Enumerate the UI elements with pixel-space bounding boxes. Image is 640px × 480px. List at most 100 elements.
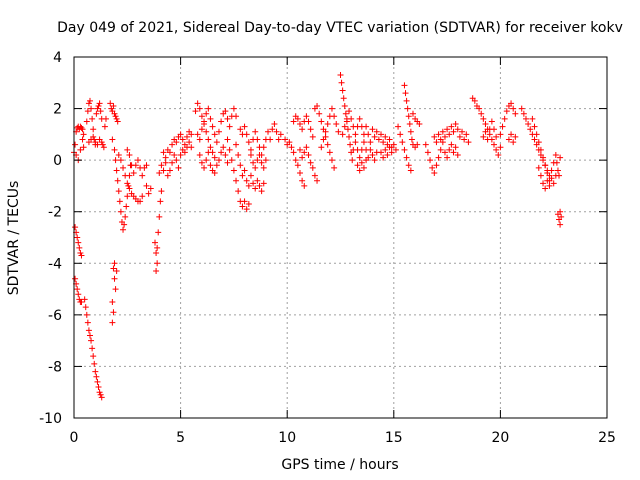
data-point xyxy=(207,144,214,151)
data-point xyxy=(320,136,327,143)
data-point xyxy=(74,286,81,293)
data-point xyxy=(454,126,461,133)
data-point xyxy=(207,115,214,122)
data-point xyxy=(406,121,413,128)
data-point xyxy=(83,311,90,318)
data-point xyxy=(365,131,372,138)
data-point xyxy=(446,131,453,138)
data-point xyxy=(256,151,263,158)
data-point xyxy=(260,180,267,187)
data-point xyxy=(331,164,338,171)
x-tick-label: 25 xyxy=(598,430,616,446)
data-point xyxy=(112,286,119,293)
data-point xyxy=(341,123,348,130)
data-point xyxy=(371,157,378,164)
data-point xyxy=(446,146,453,153)
data-point xyxy=(367,146,374,153)
data-point xyxy=(307,126,314,133)
data-point xyxy=(196,105,203,112)
data-point xyxy=(277,131,284,138)
data-point xyxy=(503,108,510,115)
data-point xyxy=(111,110,118,117)
data-point xyxy=(205,149,212,156)
data-point xyxy=(402,90,409,97)
data-point xyxy=(243,206,250,213)
data-point xyxy=(88,337,95,344)
data-point xyxy=(233,141,240,148)
data-point xyxy=(156,170,163,177)
data-point xyxy=(218,149,225,156)
data-point xyxy=(371,133,378,140)
data-point xyxy=(356,167,363,174)
data-point xyxy=(155,229,162,236)
data-point xyxy=(303,144,310,151)
data-point xyxy=(115,188,122,195)
data-point xyxy=(299,177,306,184)
data-point xyxy=(177,131,184,138)
data-point xyxy=(405,162,412,169)
data-point xyxy=(294,162,301,169)
data-point xyxy=(75,239,82,246)
data-point xyxy=(363,123,370,130)
data-point xyxy=(556,172,563,179)
data-point xyxy=(347,141,354,148)
data-point xyxy=(349,157,356,164)
data-points xyxy=(71,72,565,401)
data-point xyxy=(82,304,89,311)
data-point xyxy=(171,151,178,158)
data-point xyxy=(505,136,512,143)
data-point xyxy=(501,115,508,122)
data-point xyxy=(527,126,534,133)
data-point xyxy=(301,182,308,189)
data-point xyxy=(493,146,500,153)
data-point xyxy=(399,139,406,146)
data-point xyxy=(335,128,342,135)
data-point xyxy=(531,136,538,143)
data-point xyxy=(78,124,85,131)
data-point xyxy=(224,136,231,143)
data-point xyxy=(480,133,487,140)
data-point xyxy=(79,136,86,143)
data-point xyxy=(124,146,131,153)
data-point xyxy=(254,157,261,164)
data-point xyxy=(305,118,312,125)
data-point xyxy=(233,177,240,184)
data-point xyxy=(548,167,555,174)
data-point xyxy=(72,224,79,231)
data-point xyxy=(213,162,220,169)
data-point xyxy=(316,110,323,117)
data-point xyxy=(378,131,385,138)
data-point xyxy=(260,144,267,151)
data-point xyxy=(520,110,527,117)
data-point xyxy=(162,154,169,161)
data-point xyxy=(237,162,244,169)
data-point xyxy=(463,131,470,138)
data-point xyxy=(262,157,269,164)
data-point xyxy=(382,146,389,153)
data-point xyxy=(439,128,446,135)
data-point xyxy=(499,123,506,130)
data-point xyxy=(194,131,201,138)
data-point xyxy=(508,131,515,138)
data-point xyxy=(288,144,295,151)
data-point xyxy=(529,115,536,122)
data-point xyxy=(510,105,517,112)
data-point xyxy=(294,115,301,122)
data-point xyxy=(222,151,229,158)
data-point xyxy=(192,108,199,115)
data-point xyxy=(267,136,274,143)
data-point xyxy=(239,172,246,179)
data-point xyxy=(424,149,431,156)
data-point xyxy=(401,146,408,153)
data-point xyxy=(101,123,108,130)
data-point xyxy=(95,102,102,109)
data-point xyxy=(311,172,318,179)
data-point xyxy=(558,213,565,220)
data-point xyxy=(486,131,493,138)
data-point xyxy=(292,157,299,164)
data-point xyxy=(322,128,329,135)
data-point xyxy=(429,164,436,171)
data-point xyxy=(542,162,549,169)
data-point xyxy=(113,268,120,275)
